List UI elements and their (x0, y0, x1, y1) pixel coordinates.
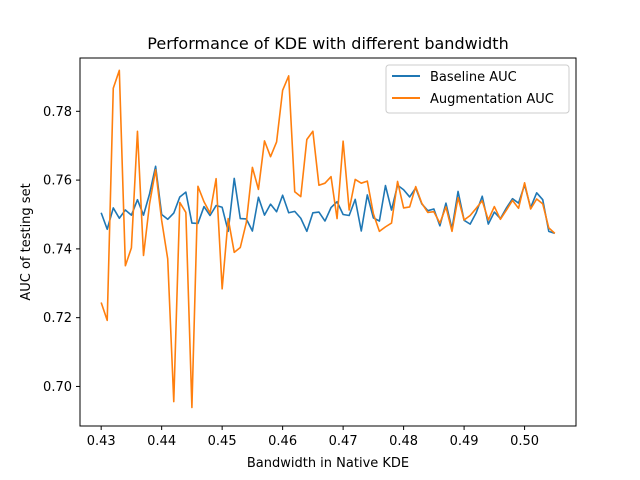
x-tick-label: 0.46 (268, 434, 297, 449)
y-tick-label: 0.74 (43, 242, 72, 257)
legend-label-augmentation: Augmentation AUC (430, 92, 554, 107)
x-tick-label: 0.43 (87, 434, 116, 449)
plot-lines (100, 69, 556, 409)
x-tick-label: 0.47 (329, 434, 358, 449)
y-tick-label: 0.78 (43, 105, 72, 120)
chart-title: Performance of KDE with different bandwi… (147, 34, 508, 53)
x-axis-label: Bandwidth in Native KDE (247, 456, 409, 471)
plot-frame (79, 57, 577, 427)
y-tick-label: 0.76 (43, 174, 72, 189)
x-tick-label: 0.44 (147, 434, 176, 449)
legend-label-baseline: Baseline AUC (430, 70, 517, 85)
y-axis-label: AUC of testing set (19, 183, 34, 300)
x-tick-label: 0.48 (389, 434, 418, 449)
y-tick-label: 0.70 (43, 380, 72, 395)
x-tick-label: 0.50 (510, 434, 539, 449)
series-line-augmentation-auc (100, 69, 556, 409)
legend-box (385, 64, 570, 114)
x-tick-label: 0.45 (208, 434, 237, 449)
y-tick-label: 0.72 (43, 311, 72, 326)
x-tick-label: 0.49 (450, 434, 479, 449)
y-axis-ticks: 0.70 0.72 0.74 0.76 0.78 (43, 105, 80, 395)
legend: Baseline AUC Augmentation AUC (385, 64, 570, 114)
x-axis-ticks: 0.43 0.44 0.45 0.46 0.47 0.48 0.49 0.50 (87, 426, 539, 449)
